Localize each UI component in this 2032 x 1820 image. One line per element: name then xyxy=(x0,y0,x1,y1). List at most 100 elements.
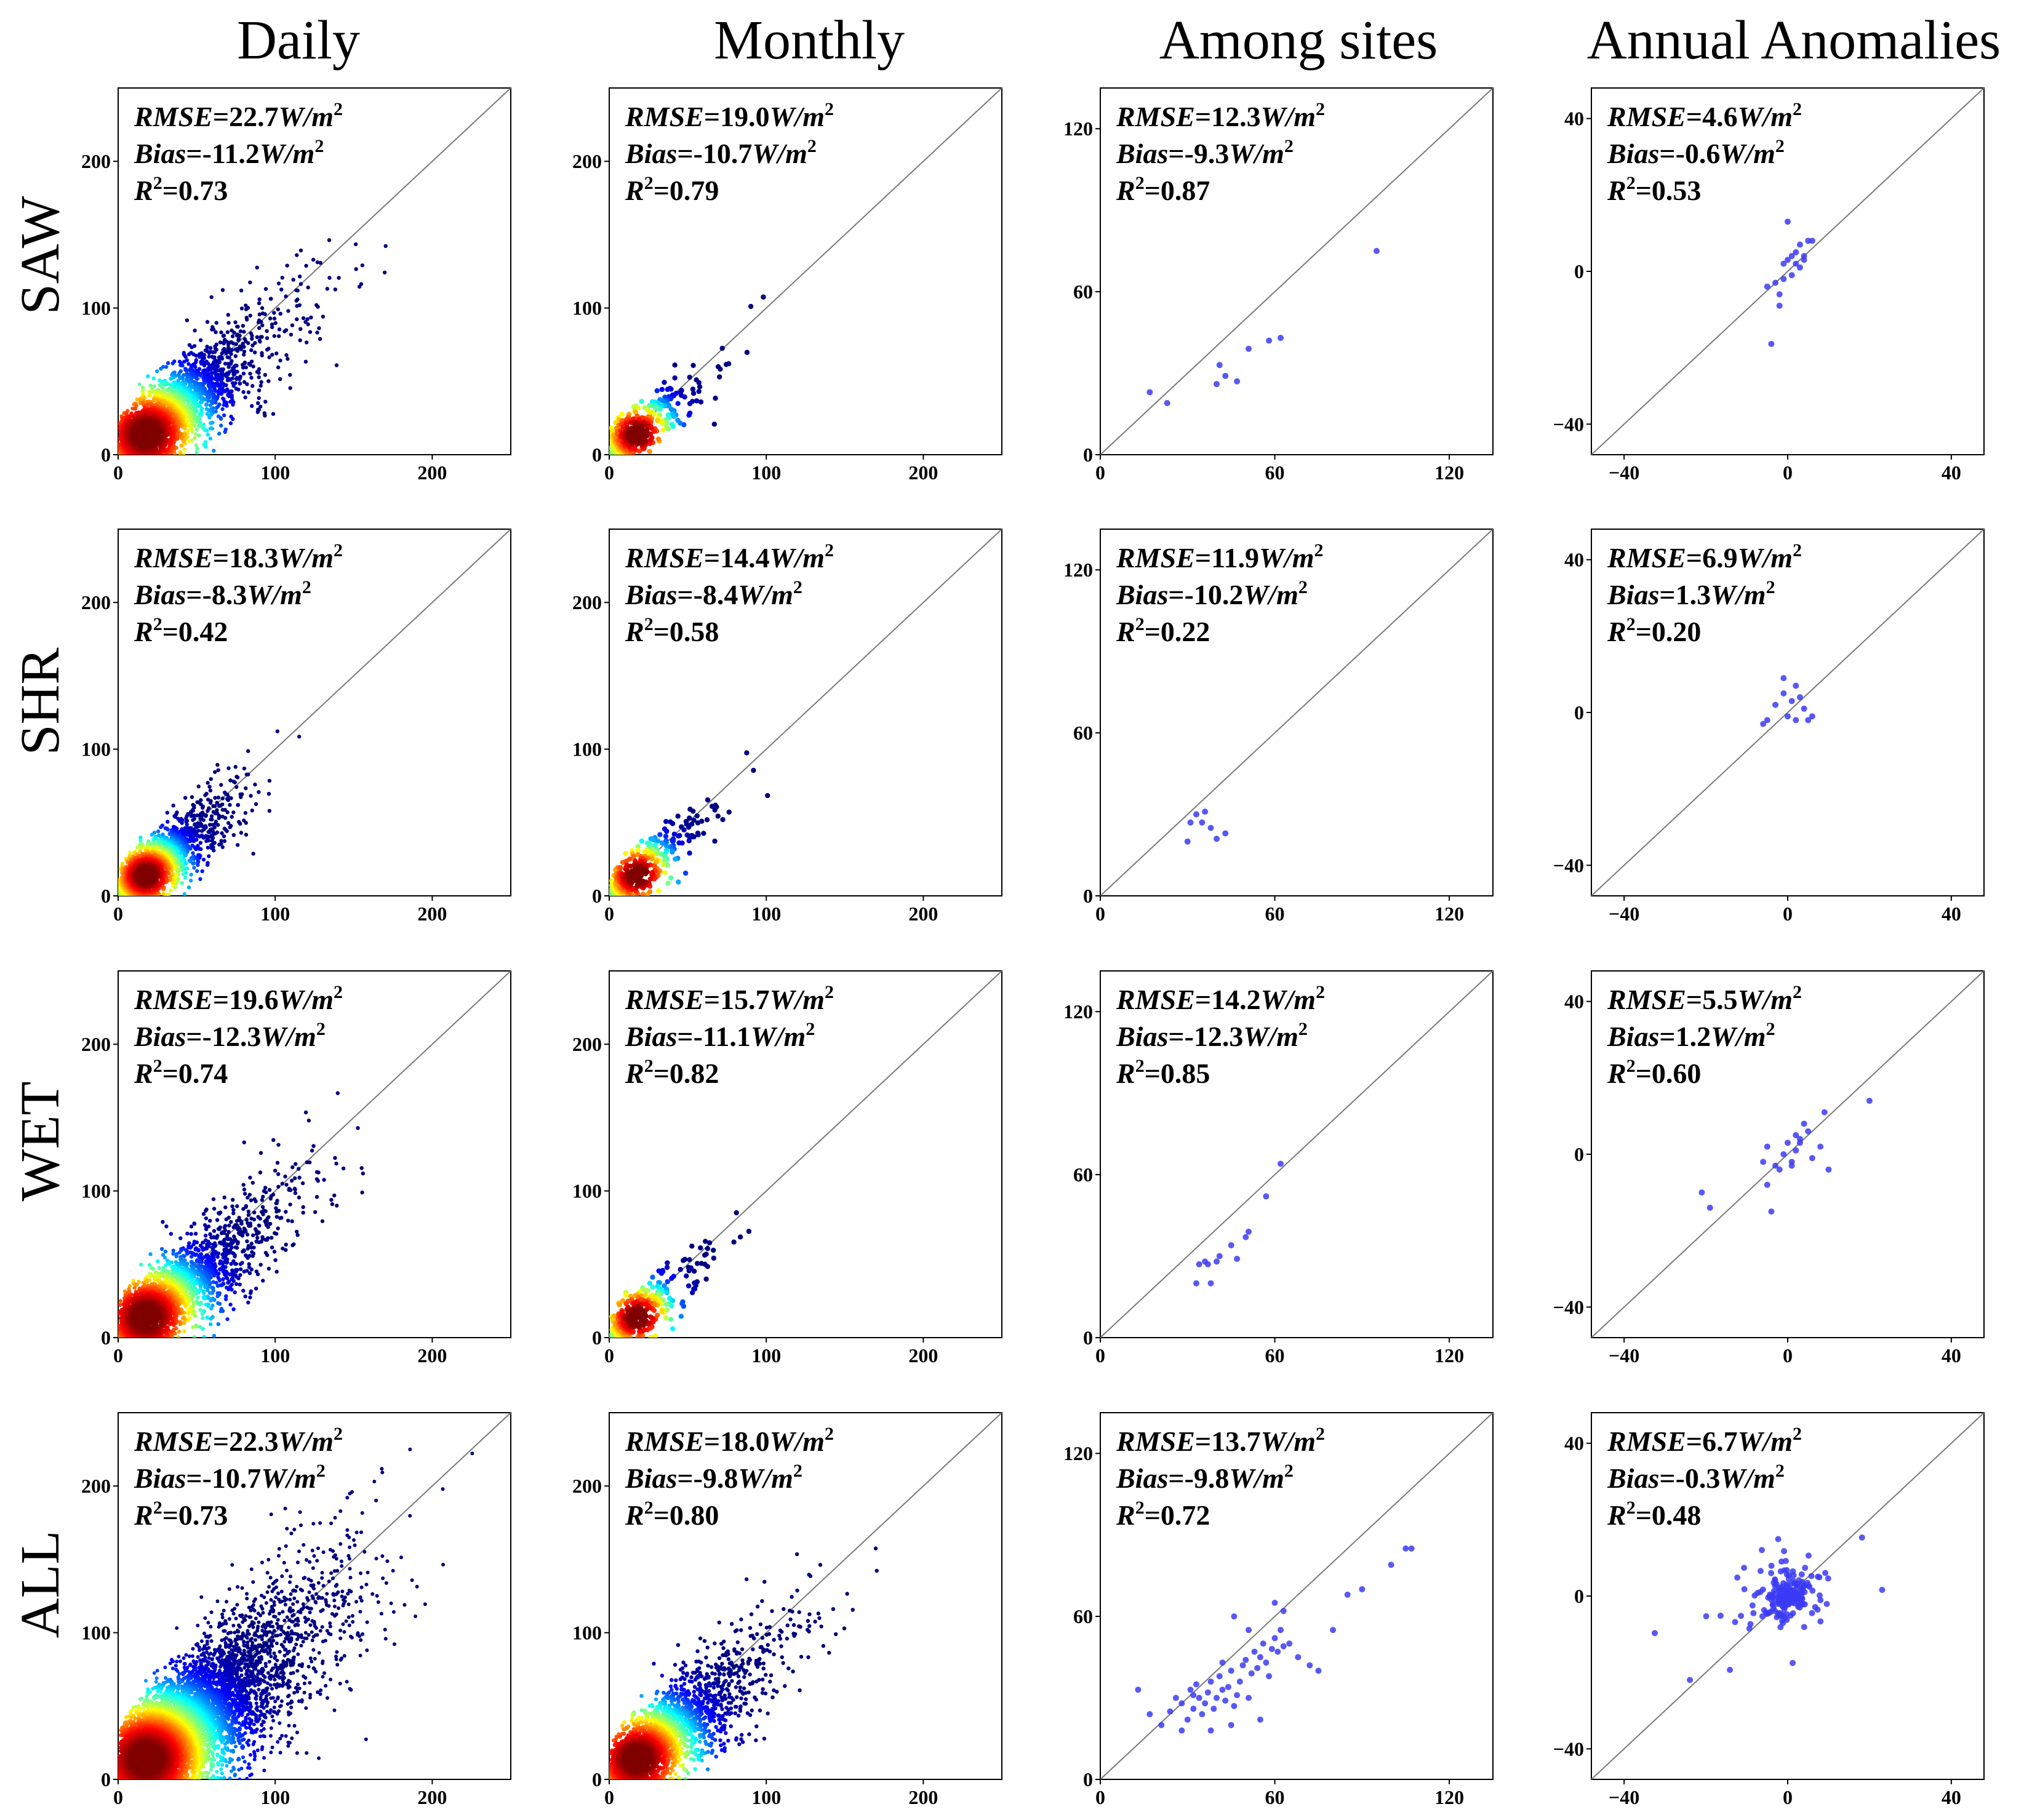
data-point xyxy=(256,320,261,325)
data-point xyxy=(253,341,257,345)
data-point xyxy=(231,779,236,784)
data-point xyxy=(222,399,226,404)
data-point xyxy=(159,825,163,829)
data-point xyxy=(298,248,303,253)
data-point xyxy=(220,831,224,836)
data-point xyxy=(208,788,213,793)
data-point xyxy=(166,827,170,832)
data-point xyxy=(383,244,388,249)
data-point xyxy=(209,817,213,822)
data-point xyxy=(249,794,253,798)
data-point xyxy=(272,333,276,338)
data-point xyxy=(286,357,290,361)
stat-label: Bias xyxy=(134,138,186,169)
data-point xyxy=(186,362,191,366)
data-point xyxy=(243,811,248,815)
column-title: Among sites xyxy=(1159,10,1438,71)
superscript: 2 xyxy=(1316,99,1325,119)
data-point xyxy=(1164,400,1170,407)
data-point xyxy=(189,872,193,877)
data-point xyxy=(687,374,692,380)
data-point xyxy=(209,843,214,847)
data-point xyxy=(222,826,227,831)
data-point xyxy=(228,421,233,426)
data-point xyxy=(196,784,201,789)
data-point xyxy=(334,363,339,367)
data-point xyxy=(165,388,169,392)
data-point xyxy=(1796,264,1803,271)
data-point xyxy=(220,815,225,819)
data-point xyxy=(225,378,230,383)
y-tick-label: −40 xyxy=(1553,413,1584,435)
y-tick-label: 120 xyxy=(1063,118,1093,140)
data-point xyxy=(249,359,254,364)
points xyxy=(609,294,766,455)
data-point xyxy=(233,354,238,359)
data-point xyxy=(254,802,258,807)
stat-r2: R2=0.73 xyxy=(134,173,228,206)
data-point xyxy=(257,297,262,301)
superscript: 2 xyxy=(314,136,324,156)
data-point xyxy=(245,382,249,386)
data-point xyxy=(226,393,230,397)
data-point xyxy=(216,795,221,800)
x-tick-label: 60 xyxy=(1265,461,1285,484)
data-point xyxy=(655,436,662,442)
data-point xyxy=(234,333,239,338)
data-point xyxy=(196,863,200,867)
data-point xyxy=(711,421,718,427)
data-point xyxy=(257,375,261,380)
data-point xyxy=(228,778,233,783)
data-point xyxy=(231,372,236,377)
data-point xyxy=(761,294,766,300)
data-point xyxy=(318,260,322,265)
data-point xyxy=(639,399,644,404)
data-point xyxy=(226,766,231,770)
data-point xyxy=(259,380,263,385)
data-point xyxy=(265,336,270,340)
data-point xyxy=(181,439,186,444)
data-point xyxy=(198,338,203,343)
data-point xyxy=(238,329,243,333)
data-point xyxy=(1809,237,1815,244)
data-point xyxy=(655,418,660,423)
data-point xyxy=(209,295,214,300)
data-point xyxy=(719,345,725,351)
stat-value: =0.73 xyxy=(162,175,228,206)
data-point xyxy=(1788,253,1795,260)
data-point xyxy=(298,282,303,286)
data-point xyxy=(222,383,226,388)
data-point xyxy=(260,323,265,327)
x-tick-label: 120 xyxy=(1434,461,1464,484)
data-point xyxy=(619,411,625,417)
data-point xyxy=(1222,372,1229,379)
data-point xyxy=(315,330,319,335)
data-point xyxy=(257,388,262,393)
data-point xyxy=(266,379,271,383)
data-point xyxy=(267,808,272,813)
data-point xyxy=(256,401,260,405)
data-point xyxy=(241,324,246,328)
data-point xyxy=(260,306,265,310)
data-point xyxy=(260,353,264,357)
data-point xyxy=(195,446,199,451)
data-point xyxy=(265,348,270,352)
data-point xyxy=(303,320,308,324)
stat-value: =12.3 xyxy=(1195,101,1261,132)
stat-unit: W/m xyxy=(279,101,334,132)
data-point xyxy=(226,821,231,825)
data-point xyxy=(201,818,206,823)
data-point xyxy=(1793,260,1799,267)
data-point xyxy=(204,407,209,411)
data-point xyxy=(193,423,197,428)
data-point xyxy=(748,303,754,309)
data-point xyxy=(183,354,188,359)
data-point xyxy=(301,316,306,321)
data-point xyxy=(713,396,718,401)
data-point xyxy=(171,884,175,888)
superscript: 2 xyxy=(644,173,654,193)
superscript: 2 xyxy=(1135,173,1145,193)
data-point xyxy=(208,426,213,431)
